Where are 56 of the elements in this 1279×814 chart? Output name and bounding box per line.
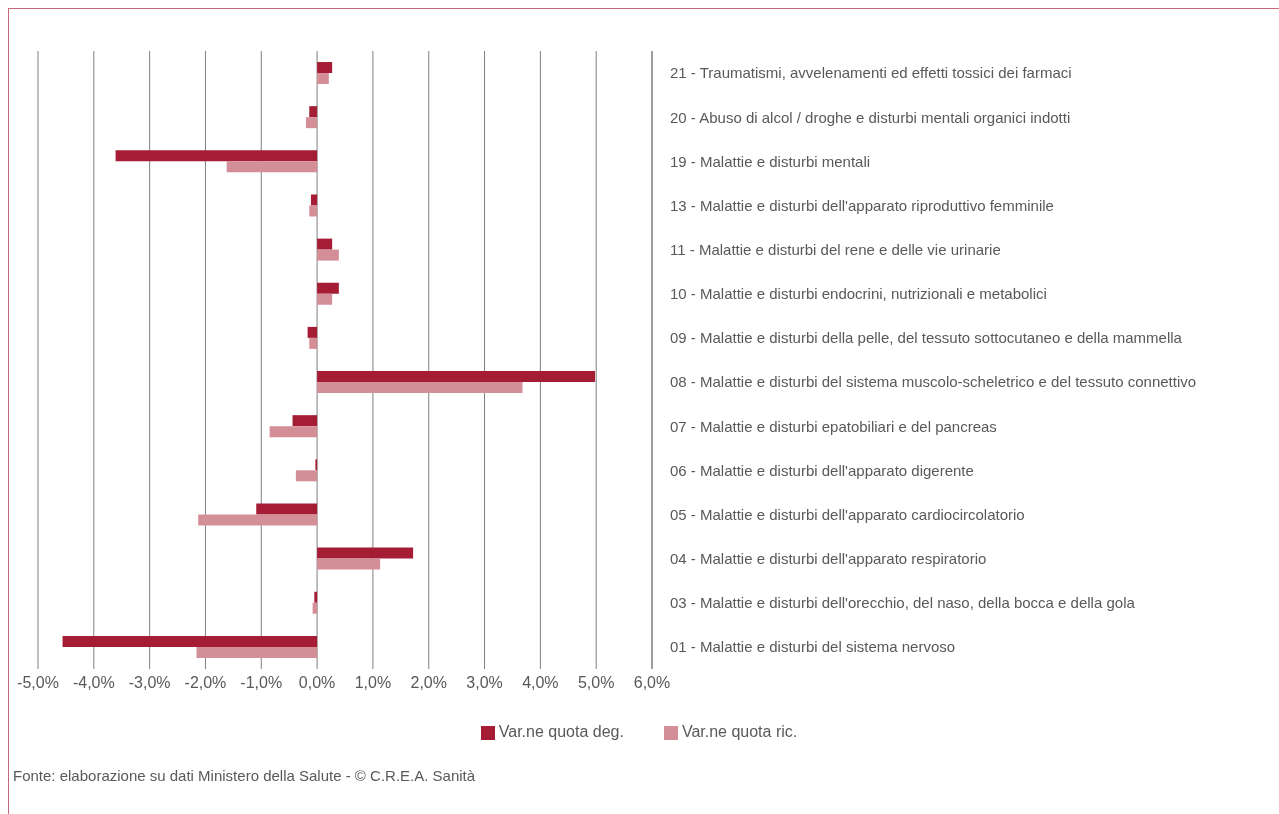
bar [198, 514, 318, 526]
bar [226, 161, 318, 173]
x-tick-label: 5,0% [577, 674, 615, 692]
bar [317, 293, 333, 305]
y-tick-label: 20 - Abuso di alcol / droghe e disturbi mentali organici indotti [670, 108, 1071, 126]
y-tick-label: 09 - Malattie e disturbi della pelle, del tessuto sottocutaneo e della mammella [670, 329, 1183, 347]
bar [292, 415, 318, 427]
x-tick-label: -4,0% [72, 674, 115, 692]
y-tick-label: 08 - Malattie e disturbi del sistema muscolo-scheletrico e del tessuto connettivo [670, 373, 1197, 391]
y-tick-label: 05 - Malattie e disturbi dell'apparato cardiocircolatorio [670, 505, 1025, 523]
legend-label: Var.ne quota ric. [681, 723, 798, 740]
bar [317, 382, 523, 394]
y-tick-label: 21 - Traumatismi, avvelenamenti ed effetti tossici dei farmaci [670, 64, 1072, 82]
bar [317, 73, 329, 85]
y-tick-label: 10 - Malattie e disturbi endocrini, nutrizionali e metabolici [670, 285, 1047, 303]
y-tick-label: 01 - Malattie e disturbi del sistema nervoso [670, 638, 956, 656]
x-tick-label: -2,0% [184, 674, 227, 692]
bar [305, 117, 318, 129]
y-tick-label: 06 - Malattie e disturbi dell'apparato digerente [670, 461, 974, 479]
x-tick-label: 6,0% [633, 674, 671, 692]
y-tick-label: 13 - Malattie e disturbi dell'apparato riproduttivo femminile [670, 196, 1054, 214]
bar [115, 150, 318, 162]
x-tick-label: 2,0% [410, 674, 447, 692]
bar [317, 547, 414, 559]
bar [256, 503, 318, 515]
bar [309, 337, 318, 349]
y-tick-label: 19 - Malattie e disturbi mentali [670, 152, 871, 170]
bar [295, 470, 318, 482]
bar [309, 106, 318, 118]
bar [310, 194, 318, 206]
x-tick-label: -5,0% [17, 674, 59, 692]
bar [314, 591, 318, 603]
bar [317, 238, 333, 250]
bar [62, 635, 318, 647]
legend-label: Var.ne quota deg. [498, 723, 624, 740]
x-tick-label: 4,0% [522, 674, 559, 692]
bar [317, 371, 596, 383]
bar [269, 426, 318, 438]
y-tick-label: 07 - Malattie e disturbi epatobiliari e del pancreas [670, 417, 997, 435]
x-tick-label: -1,0% [240, 674, 283, 692]
x-tick-label: 1,0% [354, 674, 392, 692]
bar [317, 558, 381, 570]
bar [317, 282, 339, 294]
bar [196, 646, 318, 658]
source-note: Fonte: elaborazione su dati Ministero della Salute - © C.R.E.A. Sanità [12, 766, 477, 784]
y-tick-label: 11 - Malattie e disturbi del rene e delle vie urinarie [670, 240, 1001, 258]
x-tick-label: 3,0% [466, 674, 503, 692]
bar [307, 326, 318, 338]
y-tick-label: 04 - Malattie e disturbi dell'apparato respiratorio [670, 549, 987, 567]
bar [312, 602, 318, 614]
y-tick-label: 03 - Malattie e disturbi dell'orecchio, del naso, della bocca e della gola [670, 594, 1136, 612]
bar [317, 62, 333, 74]
bar [317, 249, 339, 261]
x-tick-label: 0,0% [298, 674, 336, 692]
bar [309, 205, 318, 217]
x-tick-label: -3,0% [128, 674, 171, 692]
